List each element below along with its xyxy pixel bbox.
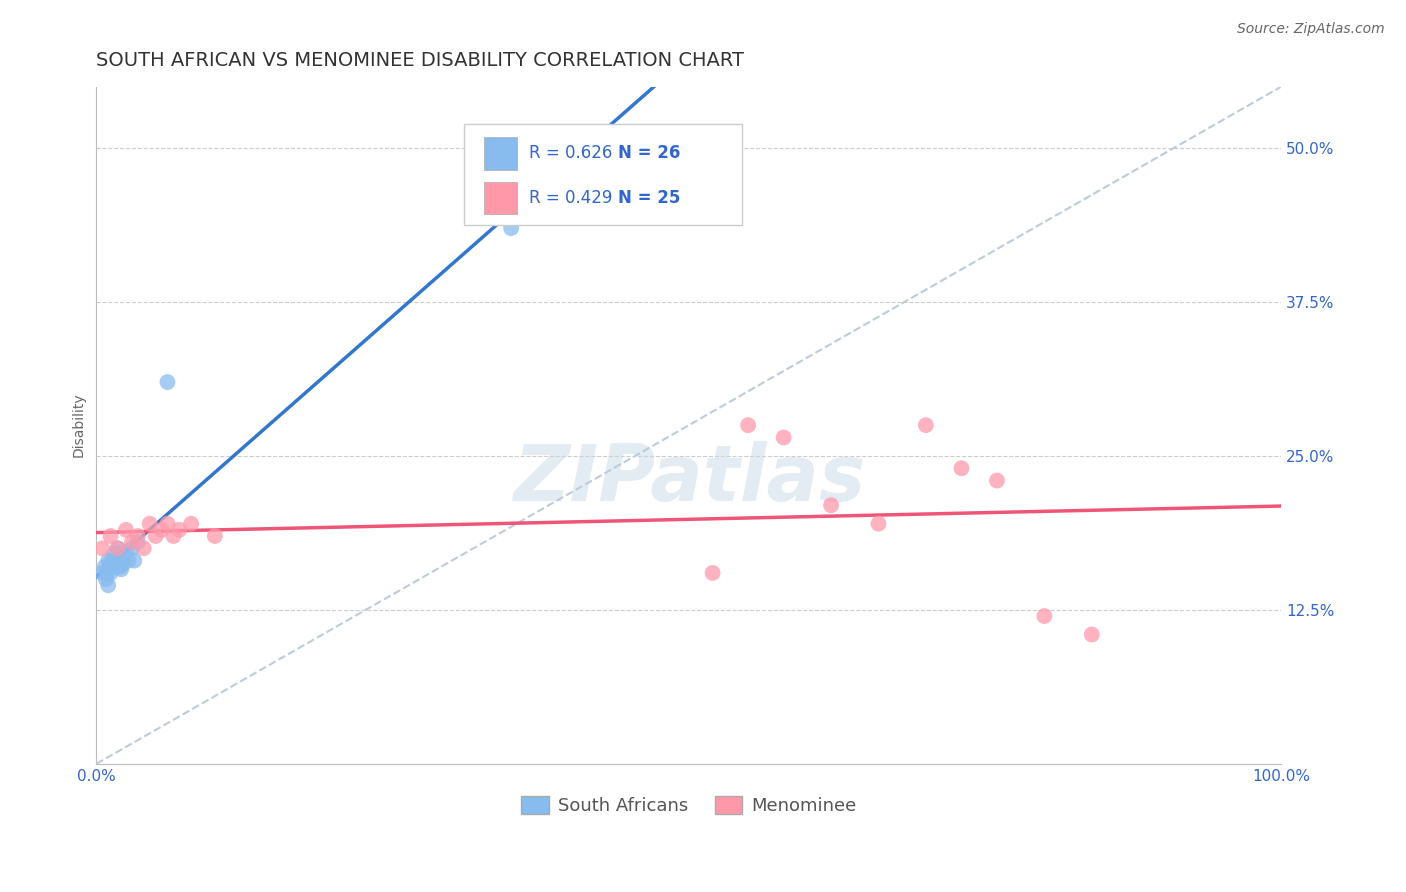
Text: N = 26: N = 26 xyxy=(617,144,681,161)
Point xyxy=(772,430,794,444)
FancyBboxPatch shape xyxy=(464,124,742,226)
Point xyxy=(91,541,114,556)
Text: SOUTH AFRICAN VS MENOMINEE DISABILITY CORRELATION CHART: SOUTH AFRICAN VS MENOMINEE DISABILITY CO… xyxy=(97,51,744,70)
Point xyxy=(105,559,128,574)
Point xyxy=(110,562,132,576)
Text: ZIPatlas: ZIPatlas xyxy=(513,442,865,517)
Point xyxy=(702,566,724,580)
Point xyxy=(127,529,149,543)
Point xyxy=(950,461,973,475)
Point xyxy=(122,554,145,568)
Point xyxy=(117,554,139,568)
Point xyxy=(111,558,134,572)
Point xyxy=(107,541,129,556)
Point xyxy=(93,559,115,574)
Point xyxy=(101,559,124,574)
Point xyxy=(121,535,143,549)
Point xyxy=(204,529,226,543)
Point xyxy=(104,554,127,568)
Point xyxy=(108,554,131,568)
Point xyxy=(108,559,131,574)
Point xyxy=(132,541,155,556)
FancyBboxPatch shape xyxy=(484,182,517,214)
Point xyxy=(868,516,890,531)
Point xyxy=(986,474,1008,488)
Point xyxy=(820,498,842,512)
Point xyxy=(915,418,938,433)
Point xyxy=(100,554,122,568)
Point xyxy=(98,559,121,574)
Point xyxy=(115,523,138,537)
Point xyxy=(94,572,117,586)
Point xyxy=(150,523,173,537)
Point xyxy=(145,529,167,543)
Point xyxy=(737,418,759,433)
Point xyxy=(121,541,143,556)
Point xyxy=(115,545,138,559)
Point xyxy=(97,554,120,568)
Text: R = 0.429: R = 0.429 xyxy=(529,189,612,207)
Point xyxy=(100,566,122,580)
Point xyxy=(97,578,120,592)
Text: R = 0.626: R = 0.626 xyxy=(529,144,612,161)
Legend: South Africans, Menominee: South Africans, Menominee xyxy=(515,789,863,822)
Point xyxy=(156,375,179,389)
Point xyxy=(138,516,160,531)
Point xyxy=(156,516,179,531)
Text: N = 25: N = 25 xyxy=(617,189,681,207)
Point xyxy=(501,221,523,235)
Point xyxy=(127,535,149,549)
Text: Source: ZipAtlas.com: Source: ZipAtlas.com xyxy=(1237,22,1385,37)
Y-axis label: Disability: Disability xyxy=(72,392,86,458)
Point xyxy=(103,548,125,562)
Point xyxy=(100,529,122,543)
Point xyxy=(112,549,135,564)
Point xyxy=(180,516,202,531)
Point xyxy=(1033,609,1056,624)
Point xyxy=(169,523,191,537)
FancyBboxPatch shape xyxy=(484,137,517,169)
Point xyxy=(107,541,129,556)
Point xyxy=(91,566,114,580)
Point xyxy=(96,566,118,580)
Point xyxy=(162,529,184,543)
Point xyxy=(1081,627,1104,641)
